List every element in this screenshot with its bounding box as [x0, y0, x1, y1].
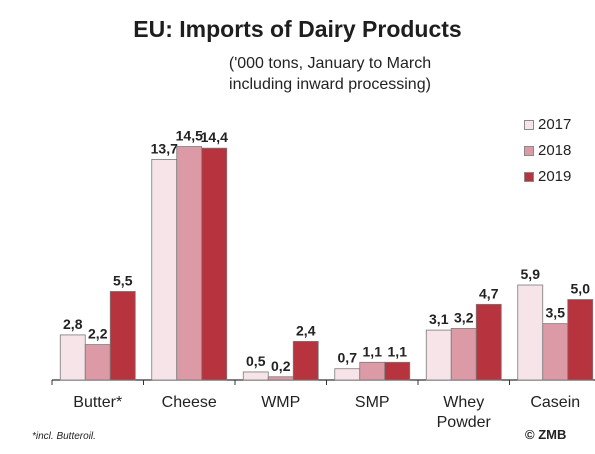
data-label: 2,2	[88, 326, 108, 342]
category-label: Powder	[437, 414, 492, 431]
data-label: 0,2	[271, 358, 291, 374]
category-label: Whey	[443, 394, 484, 411]
bar-2019-0	[109, 291, 136, 381]
bar-2018-3	[359, 361, 386, 381]
bar-2018-2	[267, 376, 294, 381]
data-label: 1,1	[388, 343, 408, 359]
subtitle-line-2: including inward processing)	[229, 76, 431, 93]
chart-title: EU: Imports of Dairy Products	[133, 16, 462, 42]
data-label: 13,7	[151, 140, 178, 156]
category-label: Butter*	[73, 394, 122, 411]
category-label: Cheese	[162, 394, 217, 411]
bar-2018-4	[450, 328, 477, 381]
bar-2018-1	[176, 146, 203, 381]
bar-2017-4	[425, 329, 452, 381]
legend-label-2019: 2019	[538, 168, 572, 185]
footnote: *incl. Butteroil.	[32, 431, 96, 442]
data-label: 1,1	[363, 343, 383, 359]
bar-2019-4	[475, 303, 502, 381]
data-label: 3,5	[546, 305, 566, 321]
legend-swatch-2017	[524, 120, 534, 130]
data-label: 14,4	[201, 129, 228, 145]
data-label: 3,2	[454, 309, 474, 325]
bar-2019-2	[292, 340, 319, 381]
subtitle-line-1: ('000 tons, January to March	[228, 55, 432, 72]
data-label: 14,5	[176, 128, 203, 144]
bar-2017-5	[517, 284, 544, 381]
data-label: 0,7	[338, 350, 358, 366]
bar-2018-5	[542, 323, 569, 381]
chart-subtitle: ('000 tons, January to March including i…	[175, 53, 485, 95]
data-label: 2,8	[63, 316, 83, 332]
data-label: 5,9	[521, 266, 541, 282]
bar-2018-0	[84, 344, 111, 381]
bar-2017-0	[59, 334, 86, 381]
legend-swatch-2019	[524, 172, 534, 182]
bar-2019-1	[201, 147, 228, 381]
data-label: 3,1	[429, 311, 449, 327]
category-label: SMP	[355, 394, 390, 411]
bar-2017-3	[334, 368, 361, 381]
data-label: 5,5	[113, 272, 133, 288]
data-label: 5,0	[571, 281, 591, 297]
category-label: WMP	[261, 394, 300, 411]
source-label: © ZMB	[525, 427, 567, 442]
legend-label-2018: 2018	[538, 142, 572, 159]
bar-2017-1	[151, 159, 178, 381]
data-label: 0,5	[246, 353, 266, 369]
bar-2019-3	[384, 361, 411, 381]
bar-2017-2	[242, 371, 269, 381]
data-label: 2,4	[296, 322, 316, 338]
category-label: Casein	[530, 394, 580, 411]
legend-label-2017: 2017	[538, 116, 572, 133]
bar-2019-5	[567, 299, 594, 381]
legend-swatch-2018	[524, 146, 534, 156]
data-label: 4,7	[479, 285, 499, 301]
